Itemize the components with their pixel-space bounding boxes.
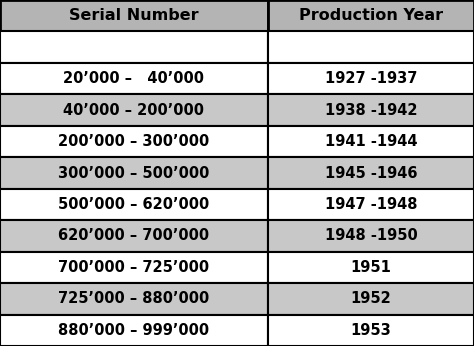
Text: Serial Number: Serial Number <box>69 8 199 23</box>
Text: Production Year: Production Year <box>299 8 443 23</box>
Text: 1947 -1948: 1947 -1948 <box>325 197 417 212</box>
Text: 500’000 – 620’000: 500’000 – 620’000 <box>58 197 210 212</box>
Text: 1941 -1944: 1941 -1944 <box>325 134 417 149</box>
Bar <box>268 126 474 157</box>
Text: 620’000 – 700’000: 620’000 – 700’000 <box>58 228 210 243</box>
Bar <box>0 63 268 94</box>
Bar <box>0 31 268 63</box>
Bar <box>0 157 268 189</box>
Text: 880’000 – 999’000: 880’000 – 999’000 <box>58 323 210 338</box>
Bar <box>0 220 268 252</box>
Bar <box>268 220 474 252</box>
Text: 700’000 – 725’000: 700’000 – 725’000 <box>58 260 210 275</box>
Text: 20’000 –   40’000: 20’000 – 40’000 <box>64 71 204 86</box>
Bar <box>0 252 268 283</box>
Text: 300’000 – 500’000: 300’000 – 500’000 <box>58 165 210 181</box>
Text: 1953: 1953 <box>351 323 391 338</box>
Bar <box>0 126 268 157</box>
Text: 1938 -1942: 1938 -1942 <box>325 103 417 118</box>
Bar <box>0 0 268 31</box>
Text: 1951: 1951 <box>350 260 392 275</box>
Bar <box>268 63 474 94</box>
Bar <box>0 189 268 220</box>
Bar <box>268 94 474 126</box>
Text: 1952: 1952 <box>351 291 391 306</box>
Bar <box>268 0 474 31</box>
Text: 1927 -1937: 1927 -1937 <box>325 71 417 86</box>
Text: 725’000 – 880’000: 725’000 – 880’000 <box>58 291 210 306</box>
Bar <box>0 94 268 126</box>
Bar <box>0 315 268 346</box>
Bar <box>268 157 474 189</box>
Text: 1945 -1946: 1945 -1946 <box>325 165 417 181</box>
Bar <box>268 283 474 315</box>
Text: 1948 -1950: 1948 -1950 <box>325 228 417 243</box>
Bar <box>268 189 474 220</box>
Bar <box>268 315 474 346</box>
Bar <box>268 252 474 283</box>
Text: 200’000 – 300’000: 200’000 – 300’000 <box>58 134 210 149</box>
Bar <box>0 283 268 315</box>
Bar <box>268 31 474 63</box>
Text: 40’000 – 200’000: 40’000 – 200’000 <box>64 103 204 118</box>
